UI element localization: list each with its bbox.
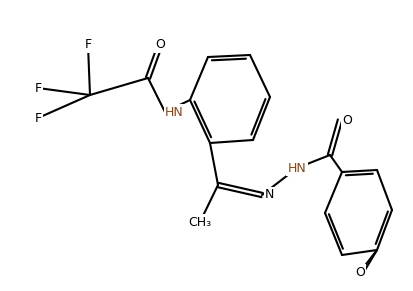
Text: CH₃: CH₃ <box>187 216 209 228</box>
Text: F: F <box>84 38 92 52</box>
Text: CH₃: CH₃ <box>188 216 211 228</box>
Text: F: F <box>34 111 42 125</box>
Text: O: O <box>342 113 352 127</box>
Text: F: F <box>34 81 42 95</box>
Text: O: O <box>155 38 165 52</box>
Text: O: O <box>355 265 365 278</box>
Text: HN: HN <box>287 162 306 175</box>
Text: HN: HN <box>165 106 184 118</box>
Text: N: N <box>265 189 274 201</box>
